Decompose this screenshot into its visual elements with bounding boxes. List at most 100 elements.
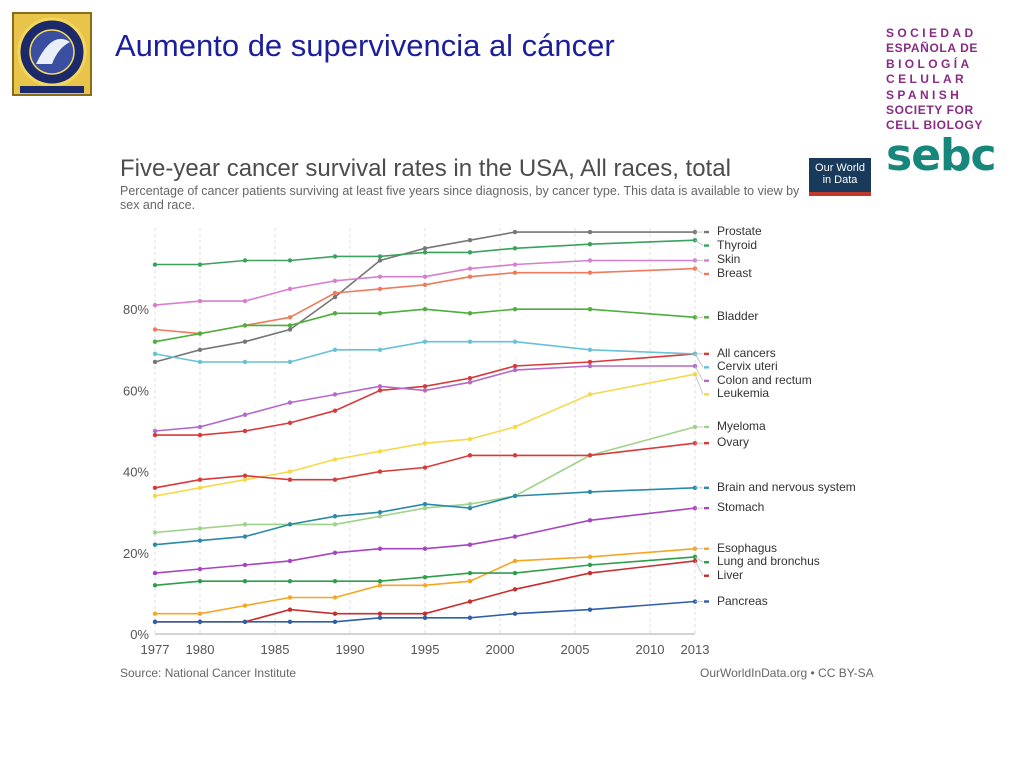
data-point — [332, 611, 338, 616]
society-logo-line: CELL BIOLOGY — [886, 118, 983, 133]
data-point — [332, 311, 338, 316]
data-point — [152, 611, 158, 616]
data-point — [467, 501, 473, 507]
data-point — [287, 477, 293, 482]
data-point — [467, 380, 473, 385]
legend-label: Stomach — [717, 500, 765, 515]
legend-connector — [694, 556, 704, 563]
society-logo-line: CELULAR — [886, 72, 968, 87]
data-point — [287, 619, 293, 625]
legend-label: Prostate — [717, 224, 762, 239]
data-point — [377, 579, 383, 584]
data-point — [242, 534, 248, 539]
data-point — [512, 424, 518, 430]
data-point — [197, 424, 203, 430]
data-point — [587, 554, 593, 560]
data-point — [512, 367, 518, 373]
data-point — [377, 615, 383, 620]
data-point — [422, 440, 428, 446]
data-point — [422, 388, 428, 393]
data-point — [467, 339, 473, 344]
data-point — [377, 449, 383, 454]
legend-label: Ovary — [717, 435, 750, 450]
x-tick-label: 1995 — [411, 642, 440, 657]
society-logo-line: SOCIEDAD — [886, 26, 977, 40]
data-point — [287, 327, 293, 332]
data-point — [422, 615, 428, 620]
data-point — [587, 229, 593, 235]
data-point — [512, 262, 518, 267]
chart-subtitle: Percentage of cancer patients surviving … — [120, 184, 800, 212]
data-point — [377, 388, 383, 393]
owid-logo-line: Our World — [815, 162, 865, 174]
data-point — [287, 558, 293, 564]
sebc-wordmark: sebc — [886, 129, 997, 181]
data-point — [197, 432, 203, 438]
legend-label: Myeloma — [717, 418, 766, 433]
legend-label: Bladder — [717, 309, 759, 324]
data-point — [197, 298, 203, 304]
data-point — [332, 477, 338, 482]
legend-label: Leukemia — [717, 386, 770, 401]
data-point — [332, 619, 338, 625]
data-point — [422, 282, 428, 288]
legend-label: Liver — [717, 567, 744, 582]
data-point — [332, 347, 338, 352]
data-point — [692, 363, 698, 369]
data-point — [422, 307, 428, 312]
data-point — [512, 339, 518, 344]
data-point — [512, 534, 518, 539]
data-point — [512, 570, 518, 576]
data-point — [377, 258, 383, 263]
data-point — [332, 579, 338, 584]
data-point — [692, 371, 698, 377]
data-point — [587, 359, 593, 365]
data-point — [152, 327, 158, 332]
data-point — [587, 363, 593, 369]
data-point — [587, 392, 593, 397]
data-point — [377, 514, 383, 519]
data-point — [512, 611, 518, 616]
data-point — [197, 347, 203, 352]
data-point — [467, 311, 473, 316]
data-point — [287, 323, 293, 328]
owid-logo-line: in Data — [822, 174, 858, 186]
data-point — [422, 274, 428, 279]
data-point — [287, 595, 293, 600]
data-point — [422, 250, 428, 255]
data-point — [197, 566, 203, 572]
legend-connector — [694, 239, 704, 246]
data-point — [287, 579, 293, 584]
data-point — [242, 619, 248, 625]
y-tick-label: 40% — [123, 465, 149, 480]
x-tick-label: 1977 — [141, 642, 170, 657]
data-point — [377, 469, 383, 474]
data-point — [467, 505, 473, 511]
data-point — [512, 587, 518, 592]
data-point — [332, 290, 338, 296]
chart-title: Five-year cancer survival rates in the U… — [120, 155, 731, 182]
data-point — [467, 453, 473, 458]
legend-connector — [694, 374, 704, 395]
society-logo-line: BIOLOGÍA — [886, 56, 973, 71]
data-point — [422, 505, 428, 511]
data-point — [197, 538, 203, 543]
data-point — [152, 432, 158, 438]
data-point — [287, 258, 293, 263]
x-tick-label: 2005 — [561, 642, 590, 657]
data-point — [377, 254, 383, 259]
data-point — [242, 359, 248, 365]
chart-source: Source: National Cancer Institute — [120, 666, 297, 680]
data-point — [512, 246, 518, 251]
data-point — [467, 376, 473, 381]
data-point — [467, 266, 473, 271]
data-point — [197, 485, 203, 491]
data-point — [692, 266, 698, 271]
data-point — [332, 294, 338, 300]
data-point — [152, 359, 158, 365]
data-point — [377, 274, 383, 279]
data-point — [422, 574, 428, 580]
data-point — [332, 254, 338, 259]
legend-label: All cancers — [717, 345, 776, 360]
university-seal-logo — [12, 12, 92, 96]
